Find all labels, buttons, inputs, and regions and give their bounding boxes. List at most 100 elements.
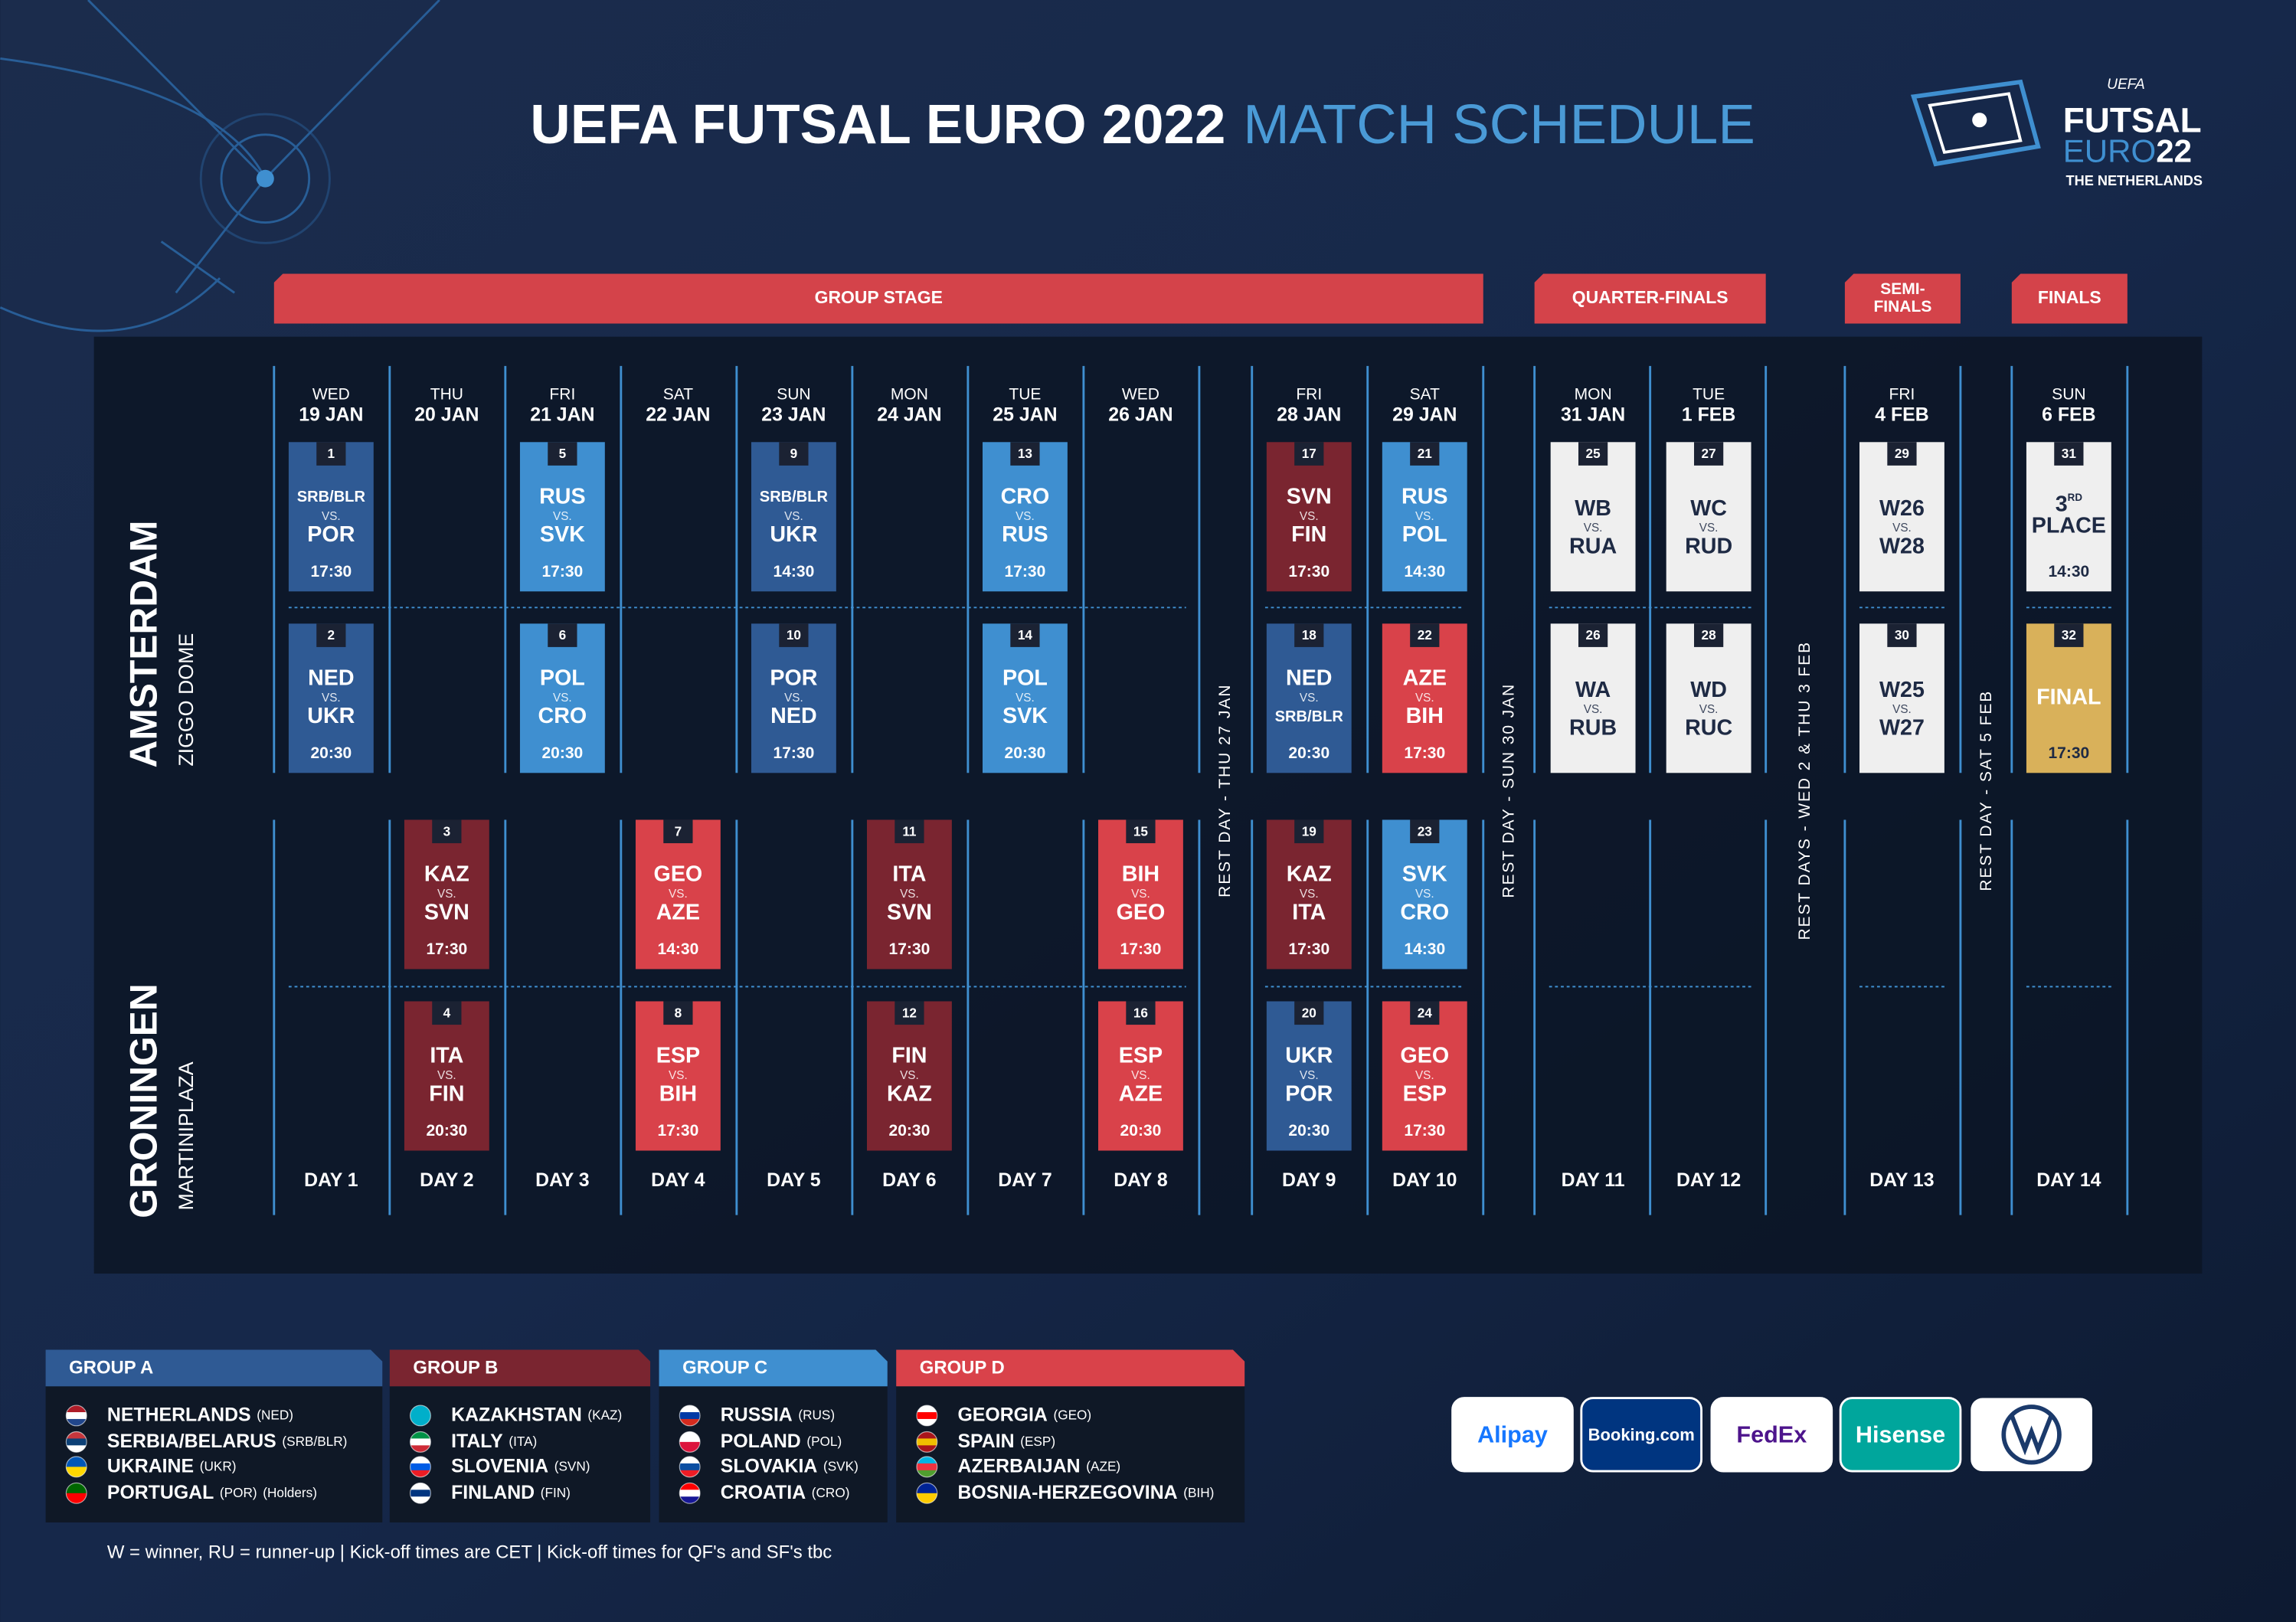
match-number-tag (1294, 819, 1324, 844)
flag-stripe (410, 1431, 431, 1439)
team: PORTUGAL (POR) (Holders) (107, 1482, 317, 1503)
match-home: NED (1286, 666, 1333, 691)
day-weekday: WED (312, 386, 350, 404)
match-vs: VS. (1300, 510, 1319, 523)
flag-stripe (66, 1493, 87, 1504)
match-home: GEO (654, 862, 703, 887)
day-label: DAY 6 (882, 1170, 936, 1191)
team: CROATIA (CRO) (721, 1482, 850, 1503)
flag-stripe (679, 1490, 701, 1497)
day-weekday: SUN (777, 386, 810, 404)
flag-stripe (916, 1405, 937, 1413)
match-number-tag (1294, 442, 1324, 466)
flag-stripe (66, 1418, 87, 1426)
team: SERBIA/BELARUS (SRB/BLR) (107, 1431, 348, 1451)
match-home: NED (308, 666, 355, 691)
sponsor-box (1710, 1397, 1833, 1473)
match-time: 17:30 (426, 940, 467, 958)
match-away: RUD (1685, 534, 1732, 558)
match-home: UKR (1285, 1044, 1333, 1068)
match-vs: VS. (1699, 703, 1719, 716)
team-flag (410, 1456, 431, 1477)
match-home: RUS (539, 485, 586, 509)
day-weekday: TUE (1009, 386, 1041, 404)
match-home: WB (1575, 496, 1611, 521)
sponsor-box (1580, 1397, 1703, 1473)
flag-stripe (679, 1418, 701, 1426)
flag-stripe (66, 1456, 87, 1467)
stage-bar (2011, 273, 2128, 324)
match-number-tag (663, 819, 693, 844)
team-code: (NED) (257, 1407, 293, 1422)
flag-stripe (66, 1483, 87, 1494)
day-date: 20 JAN (414, 404, 479, 425)
match-away: ITA (1292, 900, 1326, 924)
team-code: (ESP) (1020, 1433, 1055, 1448)
match-home: CRO (1001, 485, 1050, 509)
match-vs: VS. (437, 888, 456, 901)
team-flag (679, 1483, 701, 1504)
team-code: (POL) (806, 1433, 842, 1448)
flag-stripe (916, 1445, 937, 1453)
flag-stripe (916, 1463, 937, 1471)
match-card-bg (2026, 623, 2111, 773)
team-code: (POR) (220, 1484, 257, 1499)
flag-ring (65, 1431, 87, 1453)
match-card-bg (1266, 623, 1352, 773)
flag-stripe (916, 1438, 937, 1446)
flag-ring (65, 1456, 87, 1478)
flag-stripe (916, 1483, 937, 1494)
match-card-bg (1859, 623, 1944, 773)
match-number-tag (1694, 442, 1724, 466)
match-away: FIN (429, 1081, 464, 1106)
venue-arena: ZIGGO DOME (175, 633, 198, 767)
match-time: 20:30 (1120, 1122, 1162, 1140)
match-time: 17:30 (658, 1122, 699, 1140)
flag-stripe (410, 1445, 431, 1453)
day-weekday: SAT (663, 386, 693, 404)
match-card-bg (1266, 442, 1352, 592)
flag-stripe (916, 1431, 937, 1439)
team-code: (SRB/BLR) (282, 1433, 347, 1448)
match-away: W27 (1879, 716, 1925, 741)
match-home: W25 (1879, 678, 1925, 702)
sponsor-box (1451, 1397, 1574, 1473)
flag-ring (65, 1405, 87, 1427)
team-flag (410, 1483, 431, 1504)
day-label: DAY 13 (1869, 1170, 1934, 1191)
flag-stripe (679, 1456, 701, 1464)
match-number: 9 (790, 446, 798, 461)
flag-stripe (66, 1445, 87, 1453)
match-number-tag (1410, 442, 1440, 466)
match-time: 14:30 (774, 563, 815, 580)
flag-stripe (679, 1463, 701, 1471)
match-number-tag (1410, 1001, 1440, 1025)
match-time: 17:30 (542, 563, 584, 580)
match-away: POR (307, 522, 355, 547)
match-vs: VS. (1300, 692, 1319, 705)
match-home: 3RD (2056, 491, 2083, 516)
flag-stripe (66, 1405, 87, 1413)
match-vs: VS. (669, 1069, 688, 1082)
match-card-bg (1859, 442, 1944, 592)
flag-ring (679, 1431, 701, 1453)
flag-stripe (66, 1412, 87, 1420)
match-vs: VS. (1131, 888, 1150, 901)
venue-city: AMSTERDAM (123, 521, 165, 768)
team-flag (916, 1405, 937, 1426)
match-card-bg (982, 623, 1068, 773)
flag-ring (410, 1482, 431, 1504)
team-name: SPAIN (957, 1431, 1014, 1451)
flag-stripe (679, 1431, 701, 1443)
match-home: WC (1690, 496, 1727, 521)
match-number-tag (548, 442, 577, 466)
team-name: FINLAND (451, 1482, 535, 1503)
group-body (389, 1386, 651, 1523)
